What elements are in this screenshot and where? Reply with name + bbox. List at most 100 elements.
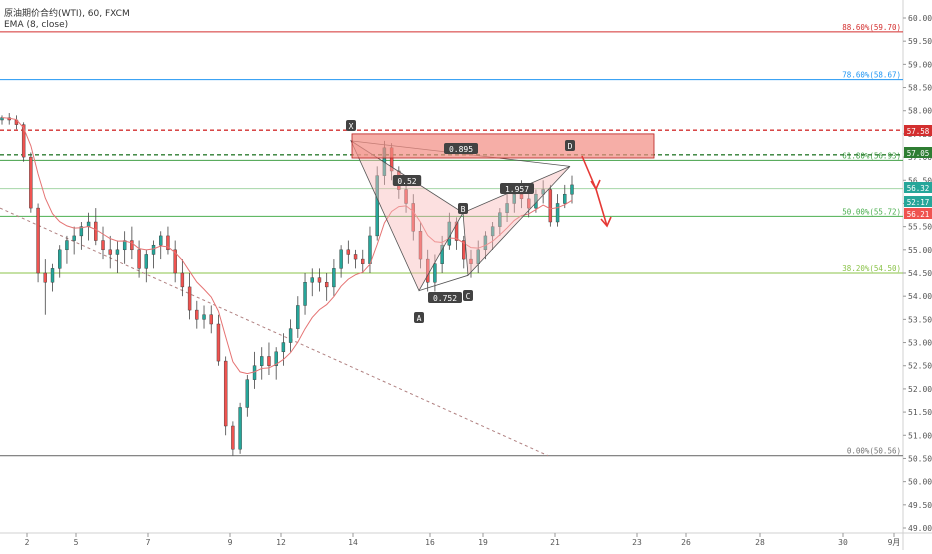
candle-body[interactable] <box>216 323 221 362</box>
candle-body[interactable] <box>339 249 343 269</box>
candle-body[interactable] <box>404 189 408 204</box>
candle-body[interactable] <box>50 268 55 283</box>
candle-body[interactable] <box>144 254 149 269</box>
candle-body[interactable] <box>86 221 91 227</box>
pattern-ratio-label: 0.752 <box>433 294 457 303</box>
symbol-title: 原油期价合约(WTI), 60, FXCM <box>4 9 130 19</box>
candle-body[interactable] <box>425 258 430 283</box>
candle-body[interactable] <box>346 249 351 255</box>
price-tick-label: 52.50 <box>908 362 932 371</box>
candle-body[interactable] <box>267 356 271 366</box>
candle-body[interactable] <box>288 328 293 343</box>
candle-body[interactable] <box>281 342 286 353</box>
price-tag-label: 52:17 <box>907 198 930 207</box>
candle-body[interactable] <box>418 231 423 260</box>
candle-body[interactable] <box>202 314 206 320</box>
candle-body[interactable] <box>260 356 264 366</box>
fib-level-label: 38.20%(54.50) <box>842 264 901 273</box>
candle-body[interactable] <box>570 184 574 195</box>
candle-body[interactable] <box>440 244 444 264</box>
pattern-point-label: A <box>417 314 422 323</box>
candle-body[interactable] <box>187 286 192 311</box>
price-tag-box <box>904 196 932 207</box>
candle-body[interactable] <box>555 203 560 223</box>
pattern-ac-line <box>418 274 469 292</box>
candle-body[interactable] <box>43 272 47 283</box>
price-tick-label: 50.00 <box>908 478 932 487</box>
candle-body[interactable] <box>563 193 567 204</box>
candle-body[interactable] <box>433 263 437 283</box>
candle-body[interactable] <box>115 249 120 255</box>
fib-level-label: 0.00%(50.56) <box>847 447 901 456</box>
price-tick-label: 52.00 <box>908 385 932 394</box>
candle-body[interactable] <box>122 240 127 251</box>
candle-body[interactable] <box>368 235 372 264</box>
candle-body[interactable] <box>490 226 495 237</box>
pattern-point-label: B <box>461 205 466 214</box>
projection-arrow-1 <box>581 155 597 190</box>
price-tick-label: 60.00 <box>908 14 932 23</box>
candle-body[interactable] <box>72 235 76 241</box>
pattern-triangle-bcd <box>462 165 571 277</box>
candle-body[interactable] <box>454 221 459 241</box>
candle-body[interactable] <box>166 235 170 251</box>
candle-body[interactable] <box>324 282 329 288</box>
fib-level-label: 88.60%(59.70) <box>842 23 901 32</box>
price-tag-label: 56.21 <box>907 210 930 219</box>
candle-body[interactable] <box>519 193 524 200</box>
candle-body[interactable] <box>498 212 502 227</box>
candle-body[interactable] <box>252 365 257 380</box>
candle-body[interactable] <box>317 277 322 283</box>
candle-body[interactable] <box>469 258 473 264</box>
candle-body[interactable] <box>361 258 365 264</box>
candle-body[interactable] <box>180 272 185 288</box>
candle-body[interactable] <box>151 244 156 255</box>
candle-body[interactable] <box>505 203 509 213</box>
candle-body[interactable] <box>137 249 141 269</box>
candle-body[interactable] <box>79 226 84 237</box>
candle-body[interactable] <box>159 235 163 246</box>
candle-body[interactable] <box>548 189 553 223</box>
candle-body[interactable] <box>238 407 242 450</box>
price-tag-box <box>904 125 932 136</box>
candle-body[interactable] <box>36 207 40 274</box>
candle-body[interactable] <box>29 156 33 209</box>
time-tick-label: 30 <box>838 538 848 547</box>
pattern-point-label: D <box>568 142 573 151</box>
candle-body[interactable] <box>245 379 250 408</box>
candle-body[interactable] <box>101 240 105 251</box>
candle-body[interactable] <box>173 249 177 274</box>
candle-body[interactable] <box>411 203 415 232</box>
candle-body[interactable] <box>353 254 358 260</box>
pattern-point-badge <box>463 290 473 301</box>
candle-body[interactable] <box>375 175 379 237</box>
prz-zone-box[interactable] <box>351 133 655 159</box>
candle-body[interactable] <box>332 268 336 288</box>
price-tag-label: 57.05 <box>907 149 930 158</box>
candle-body[interactable] <box>209 314 213 325</box>
candle-body[interactable] <box>296 305 300 329</box>
candle-body[interactable] <box>483 235 488 251</box>
candle-body[interactable] <box>527 198 531 209</box>
candle-body[interactable] <box>274 351 278 366</box>
candle-body[interactable] <box>108 249 112 255</box>
candle-body[interactable] <box>223 360 228 427</box>
candle-body[interactable] <box>512 193 516 204</box>
candle-body[interactable] <box>58 249 62 269</box>
candle-body[interactable] <box>231 425 235 450</box>
fib-level-label: 50.00%(55.72) <box>842 207 901 216</box>
candle-body[interactable] <box>65 240 69 251</box>
candle-body[interactable] <box>462 240 466 260</box>
candle-body[interactable] <box>94 221 98 241</box>
pattern-ratio-label: 1.957 <box>505 185 529 194</box>
candle-body[interactable] <box>476 249 480 264</box>
candle-body[interactable] <box>310 277 314 283</box>
candle-body[interactable] <box>541 189 545 195</box>
time-tick-label: 19 <box>478 538 488 547</box>
candle-body[interactable] <box>195 309 199 320</box>
candle-body[interactable] <box>21 124 26 158</box>
candle-body[interactable] <box>130 240 134 251</box>
candle-body[interactable] <box>303 282 307 306</box>
